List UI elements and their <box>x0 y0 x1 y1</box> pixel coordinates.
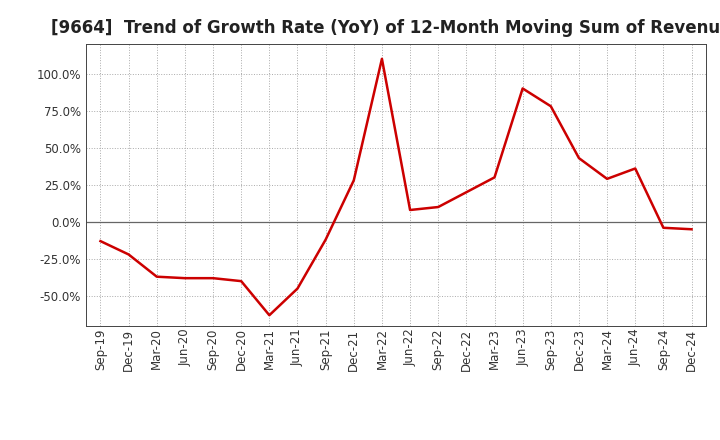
Title: [9664]  Trend of Growth Rate (YoY) of 12-Month Moving Sum of Revenues: [9664] Trend of Growth Rate (YoY) of 12-… <box>51 19 720 37</box>
